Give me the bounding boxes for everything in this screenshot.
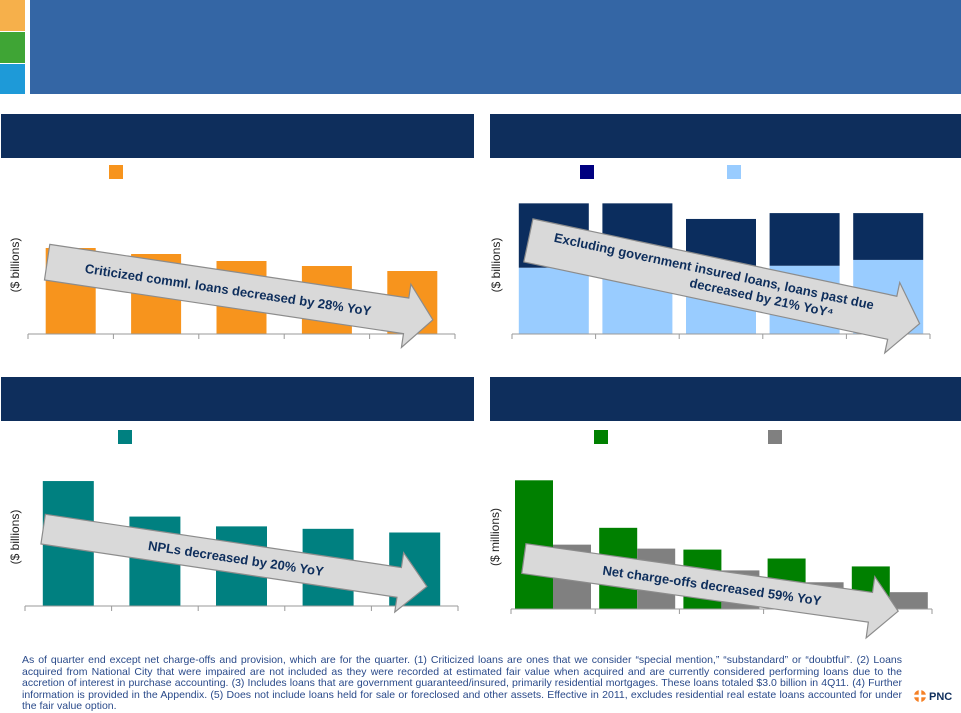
pnc-logo-text: PNC (929, 691, 952, 703)
stripe-blue (0, 64, 25, 94)
pnc-logo: PNC (912, 686, 960, 706)
stripe-orange (0, 0, 25, 31)
past-due-bar-upper (769, 213, 840, 266)
charge-offs-panel-header (490, 377, 961, 421)
criticized-panel-header (1, 114, 474, 158)
title-banner (30, 0, 961, 94)
past-due-bar-lower (518, 267, 589, 334)
past-due-panel-header (490, 114, 961, 158)
stripe-green (0, 32, 25, 63)
footnote: As of quarter end except net charge-offs… (22, 654, 902, 712)
charge-off-legend-swatch (594, 430, 608, 444)
provision-bar (889, 592, 928, 609)
provision-legend-swatch (768, 430, 782, 444)
npl-legend-swatch (118, 430, 132, 444)
criticized-legend-swatch (109, 165, 123, 179)
past-due-bar-upper (853, 213, 924, 260)
past-due-legend-swatch-dark (580, 165, 594, 179)
pnc-logo-icon: PNC (914, 690, 952, 703)
npl-panel-header (1, 377, 474, 421)
past-due-legend-swatch-light (727, 165, 741, 179)
